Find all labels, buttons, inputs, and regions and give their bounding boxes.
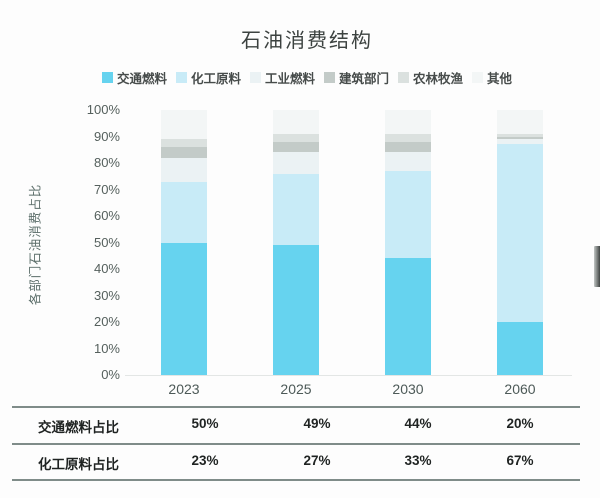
legend-item: 建筑部门: [324, 68, 389, 87]
bar-segment: [161, 157, 207, 182]
table-cell-value: 50%: [191, 416, 219, 431]
y-tick-label: 80%: [93, 155, 120, 170]
x-axis-label: 2060: [504, 381, 536, 397]
legend-item: 交通燃料: [101, 68, 167, 87]
y-tick-label: 70%: [93, 181, 120, 197]
y-tick-label: 0%: [101, 367, 120, 382]
y-tick-label: 50%: [93, 234, 120, 250]
legend-swatch-icon: [324, 72, 335, 83]
legend-item: 工业燃料: [249, 68, 315, 87]
y-tick-label: 20%: [93, 314, 120, 329]
legend-label: 其他: [487, 72, 513, 86]
bar-segment: [273, 152, 319, 174]
legend-label: 工业燃料: [264, 72, 315, 86]
y-tick-label: 10%: [93, 340, 120, 356]
y-tick-label: 30%: [93, 287, 120, 303]
legend-swatch-icon: [175, 72, 187, 83]
legend-item: 其他: [472, 68, 512, 87]
x-axis-baseline: [125, 375, 572, 376]
bar-segment: [497, 133, 543, 137]
table-row-label: 化工原料占比: [38, 457, 119, 472]
table-divider-line: [12, 443, 580, 445]
bar-column-2030: [385, 110, 431, 375]
bar-segment: [273, 173, 319, 246]
table-divider-line: [12, 406, 580, 408]
bar-segment: [385, 110, 431, 134]
bar-segment: [497, 322, 543, 375]
legend-swatch-icon: [101, 72, 113, 83]
table-cell-value: 49%: [303, 416, 331, 431]
bar-segment: [273, 245, 319, 375]
table-cell-value: 23%: [191, 453, 219, 468]
right-edge-artifact: [594, 246, 600, 287]
legend-label: 交通燃料: [116, 72, 167, 86]
table-cell-value: 27%: [303, 453, 331, 468]
legend-label: 农林牧渔: [413, 72, 464, 86]
y-axis-title: 各部门石油消费占比: [28, 183, 43, 306]
bar-segment: [161, 242, 207, 375]
y-tick-label: 40%: [93, 261, 120, 276]
y-tick-label: 90%: [93, 128, 120, 144]
bar-segment: [273, 133, 319, 142]
x-axis-label: 2023: [168, 381, 200, 397]
bar-segment: [273, 141, 319, 153]
bar-column-2023: [161, 110, 207, 375]
bar-segment: [497, 110, 543, 134]
bar-segment: [497, 136, 543, 140]
table-cell-value: 44%: [404, 416, 432, 431]
bar-segment: [161, 181, 207, 243]
bar-segment: [385, 152, 431, 171]
bar-segment: [497, 144, 543, 322]
bar-segment: [385, 133, 431, 142]
table-divider-line: [12, 479, 580, 481]
x-axis-label: 2025: [280, 381, 312, 397]
table-cell-value: 20%: [506, 416, 534, 431]
bar-segment: [161, 110, 207, 140]
bar-column-2025: [273, 110, 319, 375]
bar-segment: [161, 147, 207, 158]
chart-legend: 交通燃料 化工原料 工业燃料 建筑部门 农林牧渔 其他: [0, 68, 600, 87]
bar-column-2060: [497, 110, 543, 375]
legend-item: 农林牧渔: [398, 68, 463, 87]
bar-segment: [385, 141, 431, 153]
bar-segment: [497, 139, 543, 145]
legend-label: 化工原料: [190, 72, 241, 86]
y-tick-label: 60%: [93, 208, 120, 223]
bar-segment: [385, 170, 431, 259]
legend-label: 建筑部门: [339, 72, 390, 86]
legend-swatch-icon: [398, 72, 410, 83]
table-cell-value: 67%: [506, 453, 534, 468]
legend-swatch-icon: [472, 72, 484, 83]
bar-segment: [385, 258, 431, 375]
legend-item: 化工原料: [175, 68, 241, 87]
bar-segment: [161, 139, 207, 148]
x-axis-label: 2030: [392, 381, 424, 397]
y-tick-label: 100%: [86, 102, 120, 117]
table-cell-value: 33%: [404, 453, 432, 468]
legend-swatch-icon: [249, 72, 261, 83]
bar-segment: [273, 110, 319, 134]
page-title: 石油消费结构: [241, 30, 373, 52]
table-row-label: 交通燃料占比: [38, 420, 119, 435]
